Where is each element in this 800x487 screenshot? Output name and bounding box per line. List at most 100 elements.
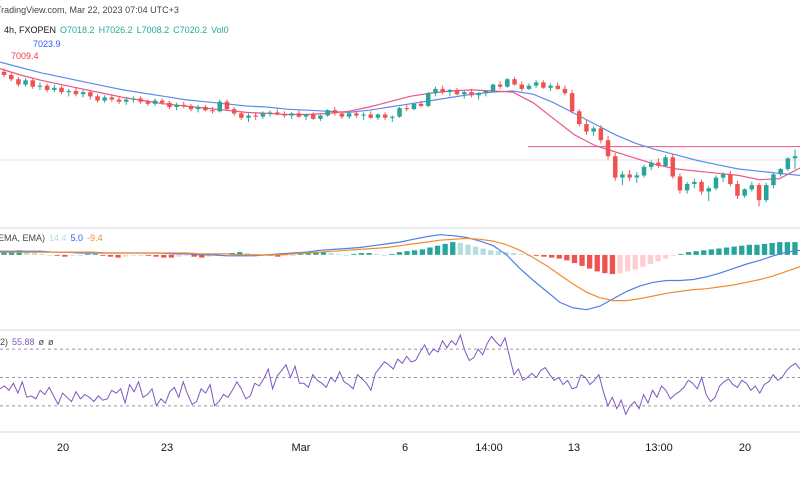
ma-blue-line: [0, 61, 800, 176]
macd-histogram-bar: [336, 253, 342, 255]
macd-histogram-bar: [69, 254, 76, 256]
macd-histogram-bar: [640, 254, 646, 267]
candle-up: [217, 101, 222, 112]
candle-up: [663, 157, 668, 166]
candle-up: [318, 115, 323, 119]
x-axis-label: 6: [402, 442, 408, 454]
macd-histogram-bar: [533, 254, 539, 256]
macd-histogram-bar: [602, 254, 608, 274]
macd-histogram-bar: [427, 247, 433, 255]
macd-histogram-bar: [31, 253, 38, 255]
candle-up: [447, 89, 453, 92]
macd-histogram-bar: [343, 254, 349, 256]
candle-up: [361, 114, 366, 116]
macd-histogram-bar: [419, 249, 425, 255]
candle-up: [720, 174, 726, 178]
candle-down: [339, 113, 345, 117]
macd-histogram-bar: [746, 244, 752, 255]
candle-up: [102, 97, 107, 101]
ohlc-open: O7018.2: [60, 25, 95, 35]
candle-down: [160, 100, 165, 103]
candle-up: [490, 84, 496, 91]
candle-up: [23, 80, 28, 85]
macd-histogram-bar: [792, 242, 798, 255]
candle-up: [713, 177, 719, 189]
macd-histogram-bar: [716, 248, 722, 255]
candle-down: [239, 113, 244, 118]
macd-histogram-bar: [351, 253, 357, 255]
macd-histogram-bar: [480, 248, 486, 255]
macd-histogram-bar: [47, 254, 53, 256]
candle-down: [469, 92, 474, 96]
candle-up: [684, 184, 690, 191]
macd-signal-value: -9.4: [87, 233, 103, 243]
price-pane: [0, 61, 800, 207]
macd-histogram-bar: [510, 253, 517, 255]
macd-histogram-bar: [244, 253, 250, 255]
macd-histogram-bar: [761, 243, 768, 255]
macd-histogram-bar: [358, 253, 365, 255]
macd-histogram-bar: [107, 254, 114, 257]
ohlc-close: C7020.2: [173, 25, 208, 35]
macd-histogram-bar: [663, 254, 669, 259]
candle-down: [73, 91, 79, 95]
candle-up: [152, 100, 158, 104]
ma-red-value: 7009.4: [11, 51, 39, 61]
candle-up: [66, 91, 71, 93]
candle-up: [771, 174, 776, 186]
candle-up: [649, 162, 654, 167]
candle-up: [692, 181, 697, 184]
symbol-legend: 4h, FXOPEN O7018.2 H7026.2 L7008.2 C7020.2 Vo…: [4, 25, 233, 36]
x-axis-label: Mar: [292, 442, 311, 454]
macd-histogram-bar: [693, 251, 699, 255]
macd-histogram-bar: [632, 254, 638, 270]
macd-histogram-bar: [237, 252, 243, 255]
pane-dividers: [0, 227, 800, 433]
macd-histogram-bar: [701, 250, 707, 255]
candle-down: [59, 87, 64, 93]
candle-down: [541, 82, 546, 88]
macd-histogram-bar: [655, 254, 661, 262]
macd-histogram-bar: [777, 242, 783, 255]
macd-histogram-bar: [450, 242, 456, 255]
candle-up: [260, 113, 266, 117]
candle-down: [231, 109, 237, 114]
macd-histogram-bar: [130, 254, 136, 256]
ma-red-legend: 7009.4: [3, 51, 43, 62]
macd-histogram-bar: [1, 252, 7, 255]
macd-histogram-bar: [412, 250, 418, 255]
macd-histogram-bar: [769, 243, 775, 255]
macd-histogram-bar: [62, 254, 68, 257]
macd-histogram-bar: [168, 254, 174, 258]
macd-histogram-bar: [442, 243, 448, 255]
ma-blue-value: 7023.9: [33, 39, 61, 49]
rsi-line: [0, 333, 800, 416]
x-axis-label: 13: [568, 442, 580, 454]
candle-down: [368, 114, 373, 118]
candle-up: [505, 79, 510, 87]
x-axis-label: 20: [739, 442, 751, 454]
candle-down: [282, 114, 287, 116]
candle-down: [88, 92, 93, 97]
candle-up: [706, 188, 711, 192]
candle-down: [519, 84, 524, 89]
candle-up: [80, 92, 86, 95]
macd-histogram-bar: [123, 254, 129, 257]
candle-down: [699, 181, 704, 192]
candle-up: [526, 85, 532, 89]
macd-histogram-bar: [275, 254, 281, 257]
rsi-extra-a: ø: [38, 337, 45, 347]
candle-down: [275, 112, 280, 115]
macd-histogram-bar: [518, 253, 524, 255]
candle-down: [188, 106, 194, 110]
candle-up: [397, 108, 402, 117]
candle-down: [512, 79, 517, 85]
x-axis-label: 23: [161, 442, 173, 454]
macd-histogram-bar: [488, 250, 494, 255]
volume-value: Vol0: [211, 25, 229, 35]
candle-down: [728, 174, 733, 184]
macd-histogram-bar: [465, 244, 471, 255]
macd-histogram-bar: [24, 252, 30, 255]
macd-histogram-bar: [39, 253, 45, 255]
